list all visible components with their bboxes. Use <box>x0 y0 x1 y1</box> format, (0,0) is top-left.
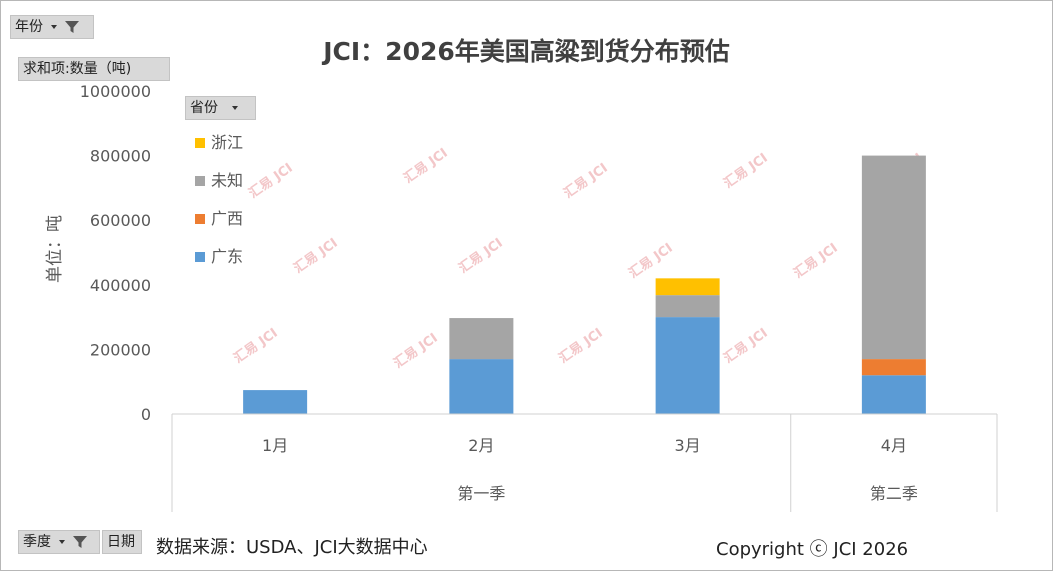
filter-icon <box>64 21 79 33</box>
group-label: 第二季 <box>870 484 918 503</box>
chart-title: JCI：2026年美国高粱到货分布预估 <box>323 37 730 66</box>
chevron-down-icon <box>232 106 239 110</box>
bar-segment <box>655 317 720 414</box>
bar-segment <box>655 295 720 318</box>
legend-swatch <box>195 213 205 224</box>
value-field-button[interactable]: 求和项:数量（吨) <box>18 57 170 81</box>
legend-label: 未知 <box>211 171 244 190</box>
date-field-button[interactable]: 日期 <box>102 530 142 554</box>
chevron-down-icon <box>59 540 66 544</box>
legend-label: 广东 <box>211 247 244 266</box>
legend-swatch <box>195 175 205 186</box>
bar-segment <box>449 318 514 360</box>
copyright-text: Copyright ⓒ JCI 2026 <box>716 539 909 560</box>
y-tick-label: 1000000 <box>80 82 151 101</box>
season-filter-label: 季度 <box>23 534 51 550</box>
province-legend-button[interactable]: 省份 <box>185 96 256 120</box>
year-filter-button[interactable]: 年份 <box>10 15 94 39</box>
bar-segment <box>449 359 514 414</box>
x-tick-label: 2月 <box>468 436 494 455</box>
legend-label: 广西 <box>211 209 244 228</box>
legend-swatch <box>195 137 205 148</box>
bar-segment <box>861 375 926 414</box>
date-field-label: 日期 <box>107 534 135 550</box>
x-tick-label: 3月 <box>675 436 701 455</box>
y-tick-label: 600000 <box>90 211 151 230</box>
group-label: 第一季 <box>457 484 505 503</box>
bar-segment <box>243 390 308 414</box>
chevron-down-icon <box>51 25 58 29</box>
filter-icon <box>72 536 87 548</box>
legend-item: 广西 <box>195 205 243 229</box>
legend-swatch <box>195 251 205 262</box>
bar-segment <box>861 359 926 376</box>
bar-segment <box>861 155 926 360</box>
province-legend-label: 省份 <box>190 100 218 116</box>
y-axis-title: 单位：吨 <box>45 215 65 283</box>
year-filter-label: 年份 <box>15 19 43 35</box>
bar-segment <box>655 278 720 296</box>
y-tick-label: 800000 <box>90 147 151 166</box>
value-field-label: 求和项:数量（吨) <box>23 61 132 77</box>
legend-label: 浙江 <box>211 133 244 152</box>
data-source-text: 数据来源：USDA、JCI大数据中心 <box>156 537 428 558</box>
legend-item: 广东 <box>195 243 243 267</box>
x-tick-label: 1月 <box>262 436 288 455</box>
legend-item: 浙江 <box>195 129 243 153</box>
y-tick-label: 200000 <box>90 340 151 359</box>
y-tick-label: 400000 <box>90 276 151 295</box>
y-tick-label: 0 <box>141 405 151 424</box>
legend-item: 未知 <box>195 167 243 191</box>
x-tick-label: 4月 <box>881 436 907 455</box>
season-filter-button[interactable]: 季度 <box>18 530 100 554</box>
